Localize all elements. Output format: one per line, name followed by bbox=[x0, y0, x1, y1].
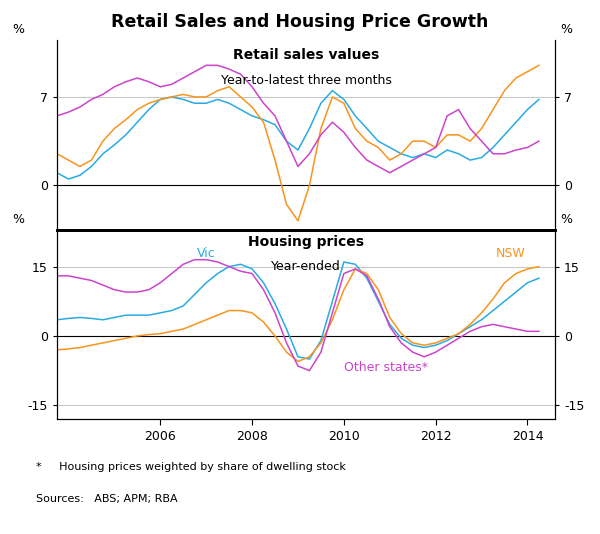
Text: %: % bbox=[560, 213, 572, 226]
Text: %: % bbox=[12, 213, 24, 226]
Text: Retail Sales and Housing Price Growth: Retail Sales and Housing Price Growth bbox=[112, 13, 488, 32]
Text: Housing prices: Housing prices bbox=[248, 235, 364, 249]
Text: Year-to-latest three months: Year-to-latest three months bbox=[221, 74, 391, 87]
Text: NSW: NSW bbox=[496, 247, 525, 261]
Text: Other states*: Other states* bbox=[344, 360, 428, 374]
Text: Vic: Vic bbox=[197, 247, 216, 261]
Text: Sources:   ABS; APM; RBA: Sources: ABS; APM; RBA bbox=[36, 494, 178, 504]
Text: %: % bbox=[560, 23, 572, 36]
Text: Year-ended: Year-ended bbox=[271, 260, 341, 273]
Text: Retail sales values: Retail sales values bbox=[233, 48, 379, 61]
Text: *     Housing prices weighted by share of dwelling stock: * Housing prices weighted by share of dw… bbox=[36, 462, 346, 472]
Text: %: % bbox=[12, 23, 24, 36]
